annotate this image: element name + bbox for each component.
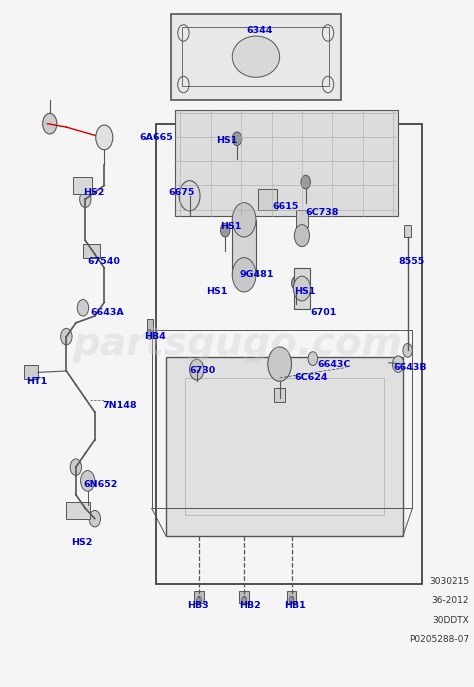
Circle shape — [89, 510, 100, 527]
Ellipse shape — [232, 36, 280, 78]
Text: 3030215: 3030215 — [429, 577, 469, 586]
Text: HT1: HT1 — [26, 376, 47, 386]
Text: HB3: HB3 — [187, 601, 209, 611]
Text: 30DDTX: 30DDTX — [432, 616, 469, 624]
Text: 6C624: 6C624 — [294, 373, 328, 383]
Circle shape — [146, 330, 153, 339]
Bar — [185, 378, 384, 515]
Bar — [194, 591, 204, 603]
Circle shape — [43, 113, 57, 134]
Bar — [73, 177, 92, 194]
Circle shape — [220, 223, 230, 237]
Text: 6675: 6675 — [168, 188, 195, 197]
Circle shape — [403, 344, 412, 357]
Circle shape — [70, 459, 82, 475]
Text: 6701: 6701 — [310, 308, 337, 317]
Circle shape — [77, 300, 89, 316]
Text: 9G481: 9G481 — [239, 270, 274, 280]
Bar — [232, 220, 256, 275]
Text: HS2: HS2 — [71, 538, 92, 548]
Circle shape — [294, 225, 310, 247]
Circle shape — [80, 191, 91, 207]
Bar — [296, 210, 308, 227]
Text: HS2: HS2 — [83, 188, 104, 197]
Text: 6N652: 6N652 — [83, 480, 118, 489]
Bar — [166, 357, 403, 536]
Bar — [294, 268, 310, 309]
Circle shape — [308, 352, 318, 365]
Text: 6730: 6730 — [190, 366, 216, 376]
Circle shape — [179, 181, 200, 211]
Text: 6C738: 6C738 — [306, 208, 339, 218]
Text: HB2: HB2 — [239, 601, 261, 611]
Circle shape — [292, 276, 301, 290]
Text: 6615: 6615 — [273, 201, 299, 211]
Bar — [83, 244, 100, 258]
Circle shape — [197, 596, 201, 603]
Text: HB4: HB4 — [145, 332, 166, 341]
Text: 6643B: 6643B — [393, 363, 427, 372]
Bar — [274, 388, 285, 402]
Circle shape — [232, 258, 256, 292]
Bar — [182, 27, 329, 86]
Bar — [287, 591, 296, 603]
Circle shape — [190, 359, 204, 380]
Text: partsgugo.com: partsgugo.com — [72, 324, 402, 363]
Bar — [156, 124, 422, 584]
Bar — [175, 110, 398, 216]
Text: HS1: HS1 — [206, 287, 228, 297]
Text: P0205288-07: P0205288-07 — [409, 635, 469, 644]
Bar — [24, 365, 38, 379]
Circle shape — [289, 596, 294, 603]
Text: HS1: HS1 — [220, 222, 242, 232]
Circle shape — [61, 328, 72, 345]
Bar — [147, 319, 153, 335]
Bar — [171, 14, 341, 100]
Bar — [404, 225, 411, 237]
Bar — [258, 189, 277, 210]
Text: 67540: 67540 — [88, 256, 120, 266]
Text: 36-2012: 36-2012 — [432, 596, 469, 605]
Bar — [66, 502, 90, 519]
Circle shape — [268, 347, 292, 381]
Circle shape — [301, 175, 310, 189]
Circle shape — [293, 276, 310, 301]
Text: 6643A: 6643A — [90, 308, 124, 317]
Text: 6344: 6344 — [246, 26, 273, 36]
Text: HS1: HS1 — [216, 136, 237, 146]
Circle shape — [242, 596, 246, 603]
Circle shape — [232, 132, 242, 146]
Circle shape — [392, 356, 404, 372]
Text: HB1: HB1 — [284, 601, 306, 611]
Text: 6A665: 6A665 — [140, 133, 173, 142]
Text: 6643C: 6643C — [318, 359, 351, 369]
Circle shape — [81, 471, 95, 491]
Bar — [239, 591, 249, 603]
Text: 7N148: 7N148 — [102, 401, 137, 410]
Text: 8555: 8555 — [398, 256, 424, 266]
Circle shape — [96, 125, 113, 150]
Circle shape — [232, 203, 256, 237]
Text: HS1: HS1 — [294, 287, 315, 297]
